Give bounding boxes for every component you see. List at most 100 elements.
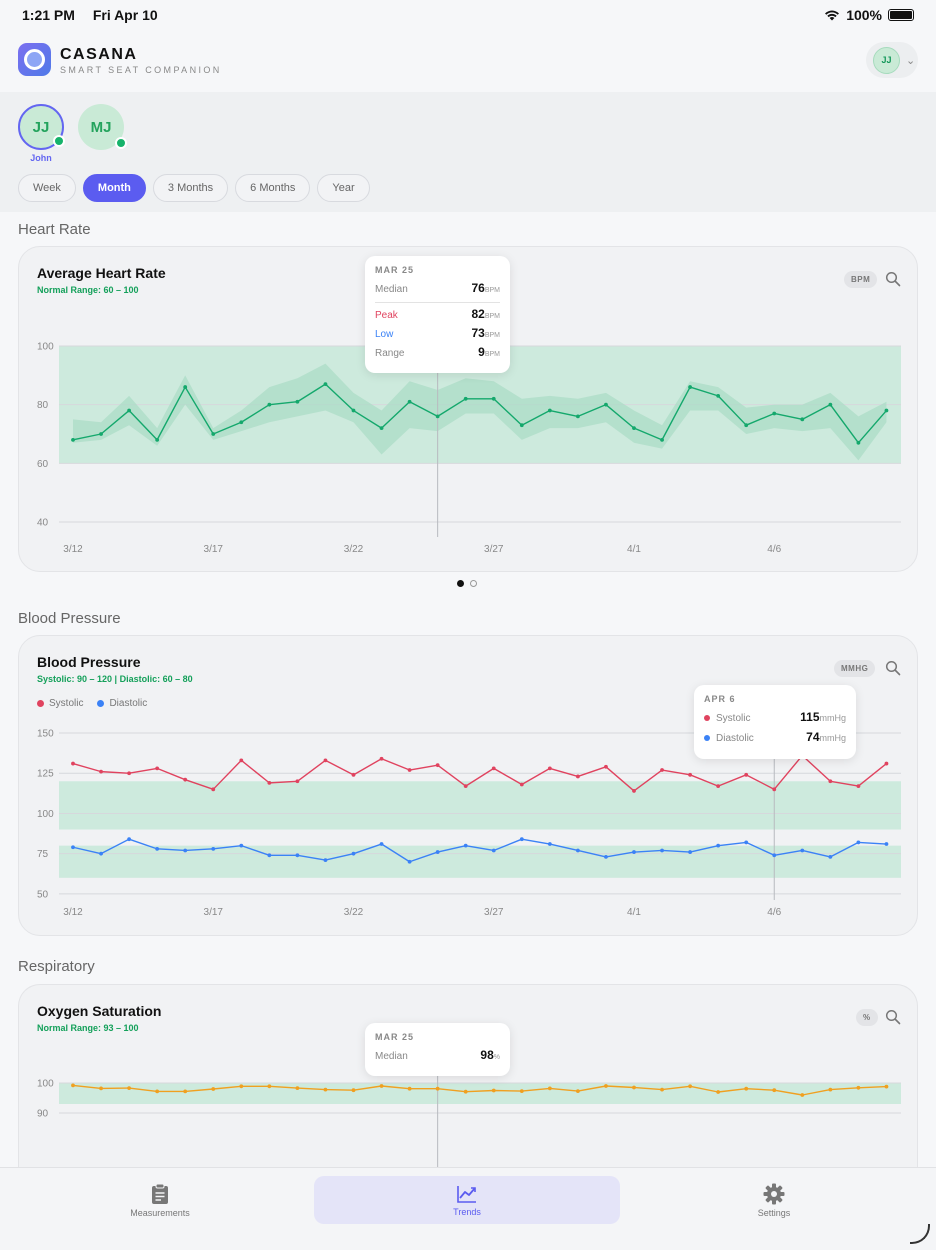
series-line-diastolic: [72, 838, 887, 863]
data-point: [463, 396, 468, 401]
page-dot-1[interactable]: [457, 580, 464, 587]
legend-systolic: Systolic: [37, 698, 83, 709]
profile-avatar-jj[interactable]: JJ: [18, 104, 65, 150]
range-tab-month[interactable]: Month: [82, 174, 146, 202]
data-point: [211, 1087, 216, 1091]
account-menu-button[interactable]: JJ ⌄: [866, 42, 918, 78]
heart-rate-card[interactable]: 40 60 80 100 3/12 3/17 3/22 3/27 4/1 4/6 Average …: [18, 246, 918, 572]
data-point: [267, 1084, 272, 1089]
oxygen-saturation-card[interactable]: 90 100 Oxygen Saturation Normal Range: 93…: [18, 984, 918, 1184]
data-point: [744, 1086, 749, 1091]
data-point: [435, 850, 440, 854]
data-point: [379, 756, 384, 761]
y-tick-label: 150: [37, 729, 54, 740]
normal-range-label: Normal Range: 93 – 100: [37, 1023, 139, 1033]
range-tab-6-months[interactable]: 6 Months: [235, 174, 311, 202]
legend-swatch: [37, 700, 44, 707]
data-point: [239, 758, 244, 763]
range-tab-year[interactable]: Year: [317, 174, 370, 202]
data-point: [295, 1086, 300, 1090]
data-point: [127, 771, 131, 776]
data-point: [604, 764, 608, 769]
data-point: [856, 1085, 861, 1090]
status-date: Fri Apr 10: [92, 7, 158, 23]
search-icon[interactable]: [885, 1009, 901, 1025]
x-tick-label: 3/27: [484, 544, 504, 555]
search-icon[interactable]: [885, 271, 901, 287]
data-point: [99, 851, 103, 856]
page-indicator[interactable]: [457, 580, 477, 587]
oxygen-saturation-chart[interactable]: 90 100: [19, 985, 918, 1184]
data-point: [884, 761, 889, 766]
data-point: [435, 763, 440, 768]
legend-swatch: [704, 735, 710, 741]
tooltip-row-peak: Peak 82BPM: [375, 307, 500, 326]
tooltip-label: Range: [375, 348, 405, 359]
data-point: [127, 837, 131, 842]
tooltip-value: 82: [471, 307, 485, 321]
tooltip-value: 76: [471, 281, 485, 295]
tooltip-label: Diastolic: [704, 733, 754, 744]
gear-icon: [763, 1183, 785, 1204]
blood-pressure-chart[interactable]: 50 75 100 125 150 3/12 3/17 3/22 3/27 4/1 4/6: [19, 636, 918, 936]
data-point: [71, 1083, 75, 1088]
data-point: [435, 414, 440, 419]
data-point: [576, 414, 580, 419]
tab-measurements[interactable]: Measurements: [7, 1176, 313, 1224]
chart-tooltip: APR 6 Systolic 115mmHg Diastolic 74mmHg: [694, 685, 856, 759]
data-point: [884, 408, 889, 413]
y-tick-label: 90: [37, 1109, 49, 1120]
unit-badge: %: [856, 1009, 878, 1026]
x-tick-label: 3/17: [204, 907, 224, 918]
data-point: [856, 784, 861, 788]
y-tick-label: 75: [37, 849, 49, 860]
data-point: [800, 417, 805, 422]
data-point: [71, 761, 75, 766]
data-point: [632, 426, 636, 431]
data-point: [519, 1089, 524, 1093]
x-tick-label: 4/1: [627, 544, 641, 555]
data-point: [211, 846, 216, 851]
y-tick-label: 100: [37, 342, 54, 353]
data-point: [295, 853, 300, 858]
unit-badge: MMHG: [834, 660, 876, 677]
profile-avatar-mj[interactable]: MJ: [78, 104, 127, 150]
x-tick-label: 3/12: [63, 907, 83, 918]
tooltip-date: APR 6: [704, 694, 736, 704]
data-point: [323, 382, 328, 387]
range-tab-week[interactable]: Week: [18, 174, 76, 202]
data-point: [660, 848, 664, 853]
data-point: [323, 858, 328, 863]
section-title-blood-pressure: Blood Pressure: [18, 610, 121, 627]
tooltip-row-range: Range 9BPM: [375, 345, 500, 364]
range-tab-3-months[interactable]: 3 Months: [152, 174, 229, 202]
data-point: [183, 1089, 188, 1094]
data-point: [800, 1093, 805, 1097]
blood-pressure-card[interactable]: 50 75 100 125 150 3/12 3/17 3/22 3/27 4/1 4/6 Bloo…: [18, 635, 918, 936]
search-icon[interactable]: [885, 660, 901, 676]
page-dot-2[interactable]: [470, 580, 477, 587]
data-point: [323, 1087, 328, 1092]
data-point: [519, 423, 524, 428]
data-point: [547, 1086, 552, 1091]
tooltip-row-median: Median 76BPM: [375, 281, 500, 300]
tab-trends[interactable]: Trends: [314, 1176, 620, 1224]
normal-range-band: [59, 1083, 901, 1104]
data-point: [632, 789, 636, 793]
account-avatar: JJ: [873, 46, 900, 74]
data-point: [688, 385, 692, 389]
tab-settings[interactable]: Settings: [621, 1176, 927, 1224]
data-point: [772, 853, 777, 858]
tooltip-unit: mmHg: [819, 713, 847, 723]
x-tick-label: 3/22: [344, 907, 364, 918]
app-title: CASANA: [60, 46, 138, 63]
x-tick-label: 4/1: [627, 907, 641, 918]
range-tabs: Week Month 3 Months 6 Months Year: [18, 174, 370, 202]
normal-range-band: [59, 781, 901, 830]
data-point: [716, 784, 721, 788]
data-point: [127, 1086, 131, 1090]
data-point: [267, 780, 272, 785]
data-point: [155, 437, 160, 442]
legend-label: Systolic: [49, 698, 84, 709]
data-point: [856, 440, 861, 445]
